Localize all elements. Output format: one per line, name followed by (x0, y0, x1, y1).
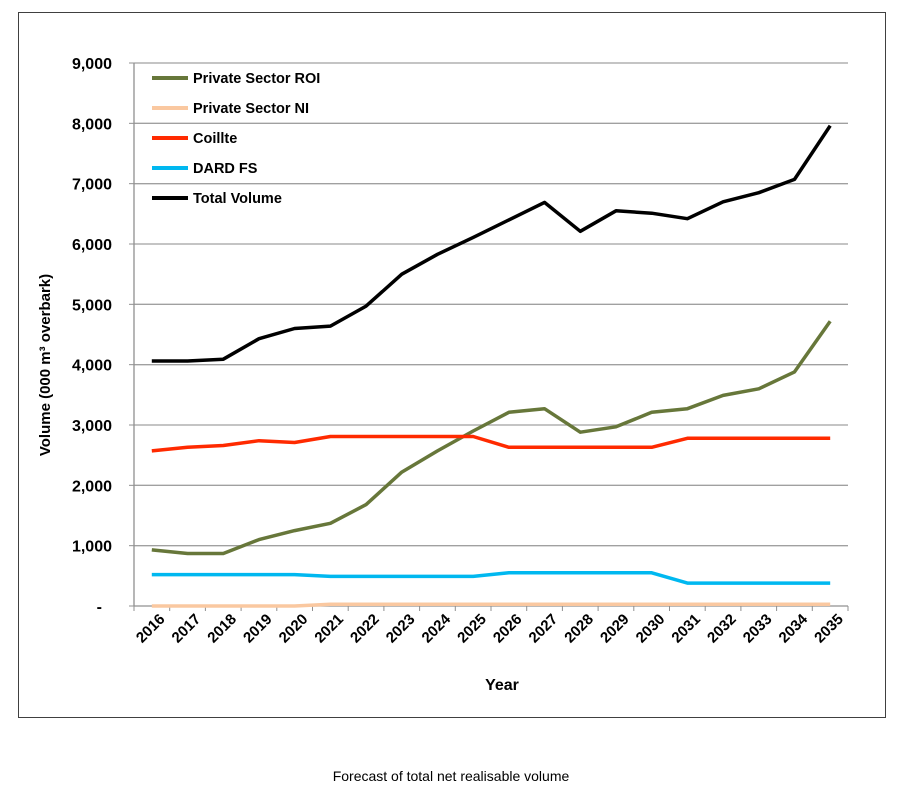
legend-label: Coillte (193, 131, 237, 147)
series-lines (151, 124, 832, 608)
legend-item: Total Volume (152, 191, 282, 207)
y-tick-label: 2,000 (72, 478, 112, 495)
legend-label: Total Volume (193, 191, 282, 207)
legend-label: Private Sector ROI (193, 71, 320, 87)
gridlines (134, 62, 848, 547)
series-line-total-volume (151, 124, 832, 363)
caption-text: Forecast of total net realisable volume (332, 768, 570, 784)
x-tick-label: 2028 (561, 611, 597, 647)
y-tick-label: - (97, 599, 102, 616)
y-tick-label: 1,000 (72, 539, 112, 556)
x-tick-label: 2022 (347, 611, 383, 647)
x-tick-label: 2033 (740, 611, 776, 647)
legend-item: Private Sector NI (152, 101, 309, 117)
x-tick-label: 2018 (204, 611, 240, 647)
x-tick-label: 2016 (133, 611, 169, 647)
legend: Private Sector ROI Private Sector NI Coill… (152, 71, 320, 207)
x-tick-label: 2017 (169, 611, 205, 647)
x-tick-label: 2029 (597, 611, 633, 647)
y-tick-labels: - 1,000 2,000 3,000 4,000 5,000 6,000 7,000 8,00… (72, 56, 112, 616)
x-tick-label: 2035 (811, 611, 847, 647)
y-tick-label: 4,000 (72, 358, 112, 375)
x-tick-label: 2020 (276, 611, 312, 647)
x-tick-label: 2026 (490, 611, 526, 647)
x-tick-label: 2034 (776, 610, 812, 646)
x-tick-label: 2031 (668, 611, 704, 647)
x-axis-label: Year (485, 677, 519, 694)
x-tick-label: 2023 (383, 611, 419, 647)
x-tick-label: 2019 (240, 611, 276, 647)
series-line-private-sector-roi (151, 320, 832, 556)
y-tick-label: 3,000 (72, 418, 112, 435)
series-line-dard-fs (151, 571, 831, 585)
y-tick-label: 5,000 (72, 297, 112, 314)
legend-label: DARD FS (193, 161, 258, 177)
legend-item: DARD FS (152, 161, 258, 177)
figure-caption: Forecast of total net realisable volume (0, 768, 902, 784)
legend-item: Private Sector ROI (152, 71, 320, 87)
x-tick-label: 2030 (633, 611, 669, 647)
y-tick-label: 7,000 (72, 177, 112, 194)
legend-label: Private Sector NI (193, 101, 309, 117)
chart-frame (18, 12, 886, 718)
x-tick-labels: 2016 2017 2018 2019 2020 2021 2022 2023 2024 2025… (133, 610, 847, 646)
x-tick-label: 2027 (526, 611, 562, 647)
y-tick-label: 6,000 (72, 237, 112, 254)
series-line-coillte (151, 434, 831, 453)
x-tick-label: 2025 (454, 611, 490, 647)
y-tick-label: 8,000 (72, 116, 112, 133)
legend-item: Coillte (152, 131, 237, 147)
series-line-private-sector-ni (151, 602, 831, 608)
y-tick-label: 9,000 (72, 56, 112, 73)
x-tick-label: 2021 (311, 611, 347, 647)
x-tick-label: 2024 (419, 610, 455, 646)
y-axis-label: Volume (000 m³ overbark) (37, 274, 54, 456)
x-tick-label: 2032 (704, 611, 740, 647)
